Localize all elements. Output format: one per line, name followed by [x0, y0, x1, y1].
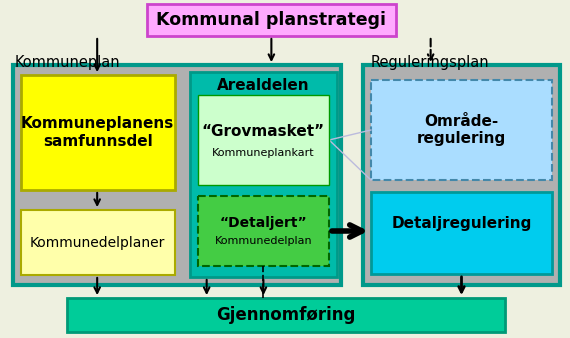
Bar	[13, 65, 341, 285]
Bar	[67, 298, 505, 332]
Text: Arealdelen: Arealdelen	[217, 77, 310, 93]
Text: Reguleringsplan: Reguleringsplan	[371, 55, 490, 70]
Bar	[147, 4, 396, 36]
Bar	[371, 80, 552, 180]
Text: Kommunal planstrategi: Kommunal planstrategi	[156, 11, 386, 29]
Bar	[198, 196, 329, 266]
Bar	[190, 72, 337, 277]
Text: “Detaljert”: “Detaljert”	[219, 216, 307, 230]
Text: Kommunedelplan: Kommunedelplan	[214, 237, 312, 246]
Bar	[198, 95, 329, 185]
Text: Kommuneplan: Kommuneplan	[15, 55, 120, 70]
Bar	[21, 210, 175, 275]
Text: Kommuneplanens
samfunnsdel: Kommuneplanens samfunnsdel	[21, 116, 174, 149]
Bar	[21, 75, 175, 190]
Bar	[371, 192, 552, 274]
Text: “Grovmasket”: “Grovmasket”	[202, 123, 325, 139]
Text: Område-
regulering: Område- regulering	[417, 114, 506, 146]
Text: Kommuneplankart: Kommuneplankart	[212, 148, 315, 159]
Bar	[363, 65, 560, 285]
Text: Kommunedelplaner: Kommunedelplaner	[30, 236, 165, 249]
Text: Gjennomføring: Gjennomføring	[217, 306, 356, 324]
Text: Detaljregulering: Detaljregulering	[392, 216, 532, 231]
